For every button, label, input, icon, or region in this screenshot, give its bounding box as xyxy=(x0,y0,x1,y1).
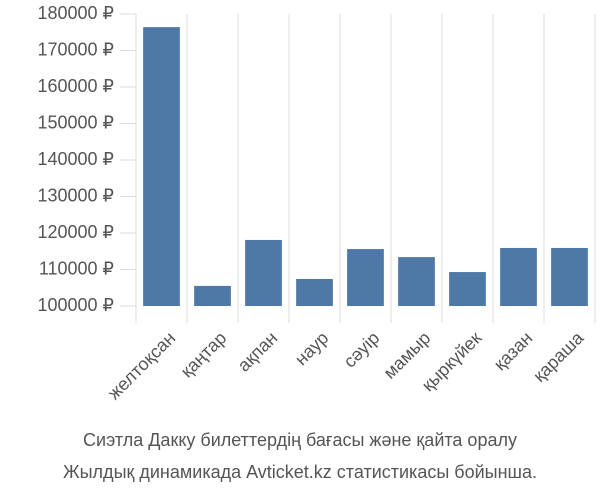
bar xyxy=(245,239,282,306)
y-tick-label: 130000 ₽ xyxy=(37,185,114,205)
y-tick-label: 170000 ₽ xyxy=(37,39,114,59)
y-tick-label: 150000 ₽ xyxy=(37,112,114,132)
bar xyxy=(143,27,180,306)
x-tick-label: қазан xyxy=(490,328,537,375)
y-tick-label: 110000 ₽ xyxy=(39,258,114,278)
chart-subtitle: Жылдық динамикада Avticket.kz статистика… xyxy=(63,462,537,482)
chart-title: Сиэтла Дакку билеттердің бағасы және қай… xyxy=(83,430,517,450)
bar xyxy=(296,278,333,306)
y-tick-label: 120000 ₽ xyxy=(37,222,114,242)
x-tick-label: қараша xyxy=(529,327,588,386)
bar xyxy=(500,247,537,306)
y-tick-label: 100000 ₽ xyxy=(37,295,114,315)
bar xyxy=(194,285,231,306)
x-tick-label: қаңтар xyxy=(177,328,231,382)
x-tick-label: ақпан xyxy=(234,328,282,376)
bar xyxy=(551,247,588,306)
bar xyxy=(347,249,384,306)
x-tick-label: желтоқсан xyxy=(104,328,180,404)
y-tick-label: 160000 ₽ xyxy=(37,76,114,96)
bar xyxy=(449,272,486,306)
bar xyxy=(398,257,435,306)
y-tick-label: 140000 ₽ xyxy=(37,149,114,169)
x-tick-label: наур xyxy=(291,328,332,369)
x-tick-label: сәуір xyxy=(340,328,384,372)
y-tick-label: 180000 ₽ xyxy=(37,3,114,23)
